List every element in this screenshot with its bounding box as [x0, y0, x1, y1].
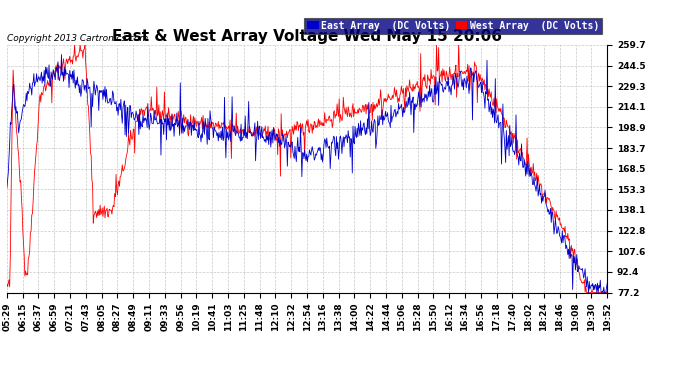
Legend: East Array  (DC Volts), West Array  (DC Volts): East Array (DC Volts), West Array (DC Vo…: [304, 18, 602, 33]
Title: East & West Array Voltage Wed May 15 20:06: East & West Array Voltage Wed May 15 20:…: [112, 29, 502, 44]
Text: Copyright 2013 Cartronics.com: Copyright 2013 Cartronics.com: [7, 33, 148, 42]
